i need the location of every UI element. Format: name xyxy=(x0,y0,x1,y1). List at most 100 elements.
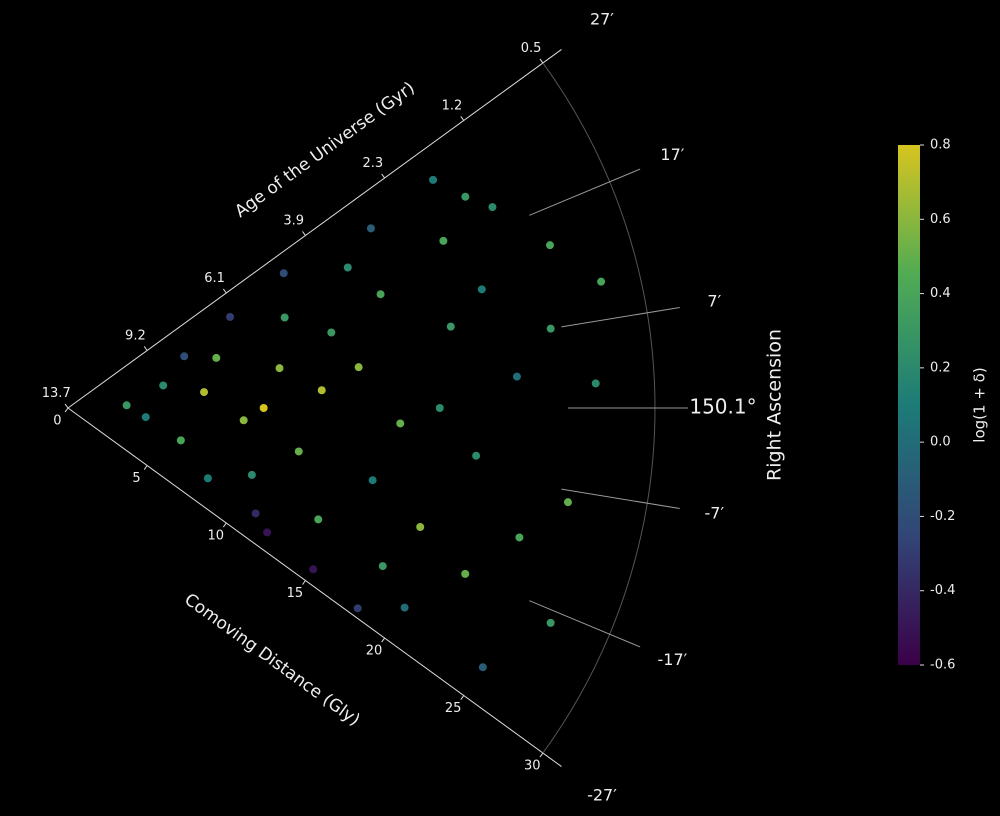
colorbar-tick-label: 0.2 xyxy=(930,360,951,375)
galaxy-point xyxy=(176,436,185,445)
galaxy-point xyxy=(488,203,497,212)
galaxy-point xyxy=(400,603,409,612)
galaxy-point xyxy=(472,451,481,460)
theta-tick-label: 150.1° xyxy=(689,395,756,419)
galaxy-point xyxy=(159,381,168,390)
galaxy-point xyxy=(203,474,212,483)
galaxy-point xyxy=(416,522,425,531)
r-tick xyxy=(381,637,385,643)
theta-tick xyxy=(529,168,641,216)
theta-tick-label: -7′ xyxy=(705,504,725,523)
theta-axis-label: Right Ascension xyxy=(764,329,786,481)
galaxy-point xyxy=(439,236,448,245)
galaxy-point xyxy=(366,224,375,233)
galaxy-point xyxy=(279,269,288,278)
galaxy-point xyxy=(353,604,362,613)
r-tick-label: 25 xyxy=(445,701,462,716)
r-tick-label: 0 xyxy=(53,413,61,428)
galaxy-point xyxy=(376,290,385,299)
age-tick-label: 2.3 xyxy=(362,156,383,171)
theta-tick-label: 7′ xyxy=(707,291,721,310)
age-tick xyxy=(460,116,465,121)
galaxy-point xyxy=(512,372,521,381)
galaxy-point xyxy=(247,470,256,479)
r-tick xyxy=(143,465,148,470)
galaxy-point xyxy=(180,352,189,361)
galaxy-point xyxy=(251,509,260,518)
age-tick-label: 9.2 xyxy=(125,328,146,343)
colorbar-tick-label: 0.6 xyxy=(930,212,951,227)
r-tick xyxy=(460,695,465,700)
colorbar-tick-label: -0.4 xyxy=(930,583,955,598)
galaxy-point xyxy=(378,562,387,571)
colorbar xyxy=(898,145,920,665)
colorbar-tick-label: 0.8 xyxy=(930,138,951,153)
age-axis-label: Age of the Universe (Gyr) xyxy=(231,78,418,222)
galaxy-point xyxy=(141,413,150,422)
galaxy-point xyxy=(368,476,377,485)
age-tick xyxy=(539,58,544,64)
colorbar-tick-label: -0.2 xyxy=(930,509,955,524)
r-tick-label: 10 xyxy=(207,528,224,543)
galaxy-point xyxy=(545,241,554,250)
age-tick-label: 1.2 xyxy=(442,98,463,113)
age-tick-label: 3.9 xyxy=(283,213,304,228)
wedge-edge xyxy=(67,407,562,767)
r-axis-label: Comoving Distance (Gly) xyxy=(180,590,363,731)
galaxy-point xyxy=(396,419,405,428)
galaxy-point xyxy=(591,379,600,388)
galaxy-point xyxy=(461,569,470,578)
theta-tick xyxy=(529,600,641,648)
age-tick-label: 13.7 xyxy=(42,386,71,401)
r-tick-label: 15 xyxy=(287,586,304,601)
theta-tick xyxy=(561,488,680,510)
age-tick-label: 0.5 xyxy=(521,41,542,56)
galaxy-point xyxy=(200,388,209,397)
galaxy-point xyxy=(478,663,487,672)
galaxy-point xyxy=(317,386,326,395)
colorbar-tick-label: 0.0 xyxy=(930,435,951,450)
theta-tick-label: -27′ xyxy=(587,785,617,804)
galaxy-point xyxy=(546,324,555,333)
age-tick-label: 6.1 xyxy=(204,271,225,286)
r-tick-label: 30 xyxy=(524,758,541,773)
galaxy-point xyxy=(314,515,323,524)
galaxy-point xyxy=(263,528,272,537)
r-tick-label: 5 xyxy=(132,471,140,486)
galaxy-point xyxy=(597,277,606,286)
galaxy-point xyxy=(212,353,221,362)
galaxy-point xyxy=(122,401,131,410)
r-tick xyxy=(302,580,306,585)
r-tick-label: 20 xyxy=(366,643,383,658)
galaxy-point xyxy=(515,533,524,542)
r-tick xyxy=(539,752,544,758)
age-tick xyxy=(381,173,385,179)
galaxy-point xyxy=(563,498,572,507)
galaxy-point xyxy=(446,322,455,331)
wedge-edge xyxy=(67,49,562,409)
galaxy-point xyxy=(429,175,438,184)
age-tick xyxy=(222,288,227,294)
theta-tick xyxy=(561,306,680,328)
age-tick xyxy=(302,231,306,236)
theta-tick-label: 27′ xyxy=(590,10,614,29)
age-tick xyxy=(143,346,148,351)
galaxy-point xyxy=(343,263,352,272)
theta-tick-label: -17′ xyxy=(658,650,688,669)
colorbar-tick-label: 0.4 xyxy=(930,286,951,301)
galaxy-point xyxy=(280,313,289,322)
theta-tick-label: 17′ xyxy=(660,145,684,164)
colorbar-label: log(1 + δ) xyxy=(971,367,989,442)
galaxy-point xyxy=(259,404,268,412)
colorbar-tick-label: -0.6 xyxy=(930,658,955,673)
galaxy-point xyxy=(435,404,444,412)
galaxy-point xyxy=(477,285,486,294)
galaxy-point xyxy=(294,447,303,456)
galaxy-point xyxy=(275,364,284,373)
galaxy-point xyxy=(239,416,248,425)
age-tick xyxy=(64,403,69,409)
galaxy-point xyxy=(309,565,318,574)
galaxy-point xyxy=(546,618,555,627)
